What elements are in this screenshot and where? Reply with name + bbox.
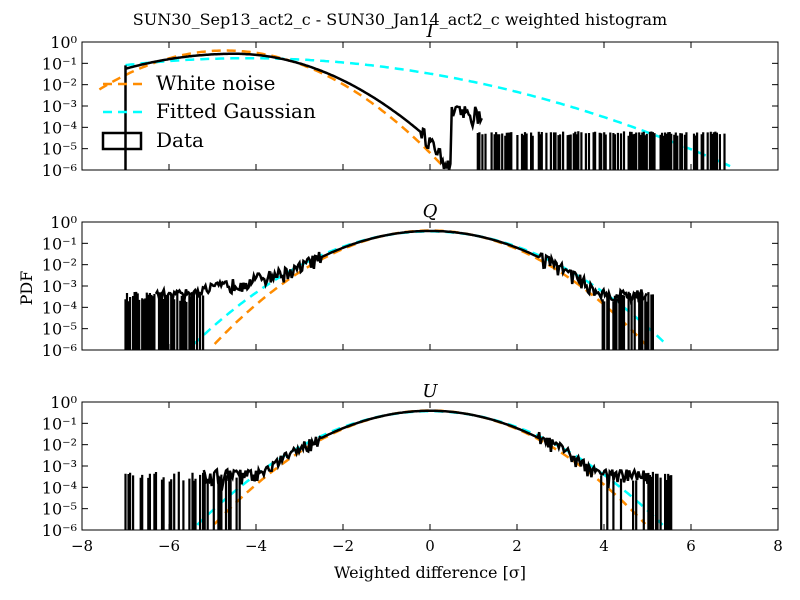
- series-fitted-gaussian: [125, 56, 731, 168]
- x-tick-label: −4: [245, 537, 267, 555]
- data-tail-spikes: [476, 131, 726, 170]
- series-data: [125, 52, 483, 170]
- x-axis-label: Weighted difference [σ]: [334, 563, 526, 582]
- panel-i: I 10⁻⁶ 10⁻⁵ 10⁻⁴ 10⁻³ 10⁻² 10⁻¹ 10⁰: [42, 21, 779, 180]
- y-tick-label: 10⁻⁴: [42, 298, 77, 317]
- panel-q: Q 10⁻⁶ 10⁻⁵ 10⁻⁴ 10⁻³ 10⁻² 10⁻¹ 10⁰: [42, 201, 779, 360]
- y-tick-label: 10⁻³: [42, 97, 77, 116]
- data-tail-spikes: [124, 291, 654, 350]
- x-tick-label: 2: [512, 537, 522, 555]
- y-tick-label: 10⁻⁶: [42, 521, 77, 540]
- y-tick-label: 10⁻³: [42, 277, 77, 296]
- x-tick-label: −8: [71, 537, 93, 555]
- x-tick-label: −6: [158, 537, 180, 555]
- y-tick-label: 10⁻¹: [42, 54, 77, 73]
- y-tick-label: 10⁰: [50, 393, 77, 412]
- legend-fitted-gaussian-label: Fitted Gaussian: [156, 99, 316, 123]
- plot-area: [124, 229, 668, 350]
- x-tick-label: 0: [425, 537, 435, 555]
- series-data: [154, 229, 648, 306]
- x-tick-label: −2: [332, 537, 354, 555]
- y-tick-label: 10⁻³: [42, 457, 77, 476]
- x-tick-label: 4: [599, 537, 609, 555]
- y-tick-label: 10⁻¹: [42, 414, 77, 433]
- series-white-noise: [213, 409, 647, 525]
- panel-title: U: [422, 381, 438, 402]
- x-axis-label-text: Weighted difference [σ]: [334, 563, 526, 582]
- y-axis-label: PDF: [17, 271, 36, 306]
- x-tick-label: 6: [686, 537, 696, 555]
- legend: White noise Fitted Gaussian Data: [101, 71, 316, 152]
- y-tick-label: 10⁻⁴: [42, 118, 77, 137]
- panel-title: Q: [423, 201, 438, 222]
- y-tick-label: 10⁻²: [42, 256, 77, 275]
- y-tick-label: 10⁻⁵: [42, 320, 77, 339]
- figure-suptitle: SUN30_Sep13_act2_c - SUN30_Jan14_act2_c …: [133, 10, 667, 29]
- y-tick-label: 10⁰: [50, 213, 77, 232]
- y-tick-label: 10⁻²: [42, 76, 77, 95]
- series-fitted-gaussian: [192, 230, 668, 347]
- y-tick-label: 10⁰: [50, 33, 77, 52]
- plot-area: [98, 49, 731, 170]
- y-tick-label: 10⁻²: [42, 436, 77, 455]
- x-tick-label: 8: [773, 537, 783, 555]
- legend-data-label: Data: [156, 128, 204, 152]
- y-tick-label: 10⁻⁶: [42, 341, 77, 360]
- legend-white-noise-label: White noise: [156, 71, 275, 95]
- series-data: [202, 409, 649, 491]
- y-tick-label: 10⁻¹: [42, 234, 77, 253]
- axes-frame: [81, 401, 779, 531]
- y-tick-label: 10⁻⁶: [42, 161, 77, 180]
- y-tick-label: 10⁻⁵: [42, 500, 77, 519]
- series-white-noise: [213, 229, 647, 345]
- panel-title: I: [425, 21, 434, 42]
- panel-u: U 10⁻⁶ 10⁻⁵ 10⁻⁴ 10⁻³ 10⁻² 10⁻¹ 10⁰ −8 −6 −4 −2 0 2 4 6…: [42, 381, 783, 555]
- data-tail-spikes: [124, 471, 673, 530]
- y-tick-label: 10⁻⁵: [42, 140, 77, 159]
- legend-data-swatch: [101, 131, 143, 151]
- plot-area: [124, 409, 673, 530]
- y-tick-label: 10⁻⁴: [42, 478, 77, 497]
